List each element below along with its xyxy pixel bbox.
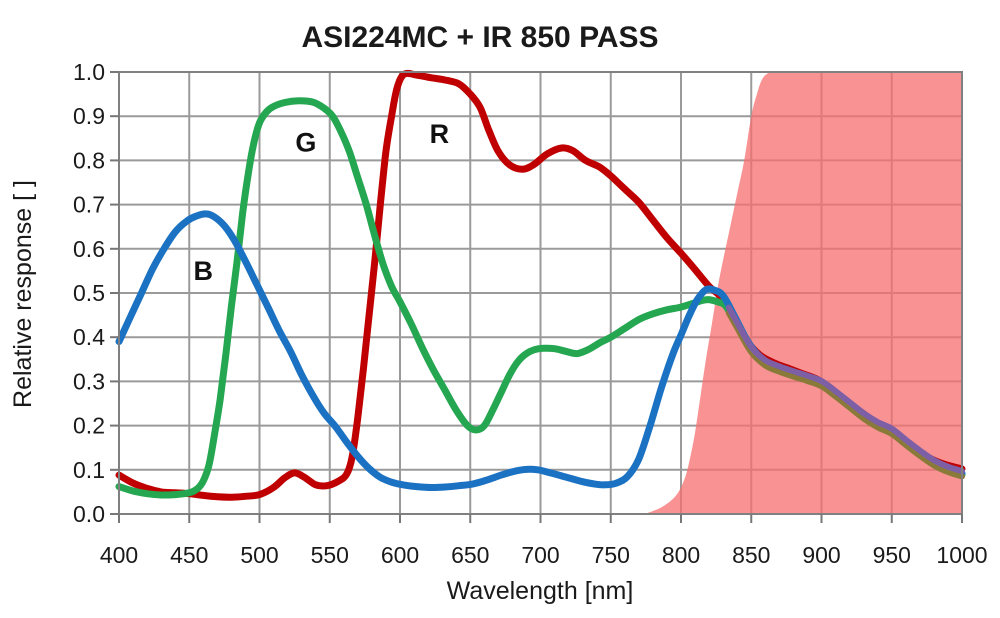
x-tick-label: 550 [311,542,349,568]
axis-ticks [110,71,963,523]
x-axis-title: Wavelength [nm] [447,577,634,605]
y-tick-label: 0.9 [73,103,105,129]
y-tick-label: 0.2 [73,413,105,439]
x-tick-label: 500 [240,542,278,568]
y-tick-label: 0.1 [73,457,105,483]
y-tick-label: 0.4 [73,324,105,350]
blend-strand-1 [725,304,965,475]
y-axis-title: Relative response [ ] [9,180,37,408]
curve-overlap-band [725,304,965,480]
x-tick-label: 1000 [936,542,987,568]
x-tick-label: 650 [451,542,489,568]
x-tick-label: 900 [802,542,840,568]
y-tick-label: 1.0 [73,59,105,85]
ir-filter-fill [644,72,962,514]
series-label-G: G [295,128,316,158]
x-tick-label: 400 [100,542,138,568]
y-tick-label: 0.5 [73,280,105,306]
x-tick-labels: 400 450 500 550 600 650 700 750 800 850 900 950 1000 [100,542,988,568]
ir-filter-region [644,72,962,514]
x-tick-label: 850 [732,542,770,568]
x-tick-label: 750 [592,542,630,568]
series-label-B: B [194,256,214,286]
x-tick-label: 800 [662,542,700,568]
y-tick-label: 0.8 [73,147,105,173]
x-tick-label: 600 [381,542,419,568]
chart-title: ASI224MC + IR 850 PASS [301,21,658,54]
blend-strand-0 [725,309,965,480]
x-tick-label: 700 [521,542,559,568]
y-tick-label: 0.0 [73,501,105,527]
y-tick-labels: 0.0 0.1 0.2 0.3 0.4 0.5 0.6 0.7 0.8 0.9 1.0 [73,59,105,527]
series-letter-labels: R G B [194,119,450,286]
y-tick-label: 0.6 [73,236,105,262]
x-tick-label: 450 [170,542,208,568]
x-tick-label: 950 [873,542,911,568]
y-tick-label: 0.3 [73,368,105,394]
series-label-R: R [430,119,450,149]
y-tick-label: 0.7 [73,192,105,218]
